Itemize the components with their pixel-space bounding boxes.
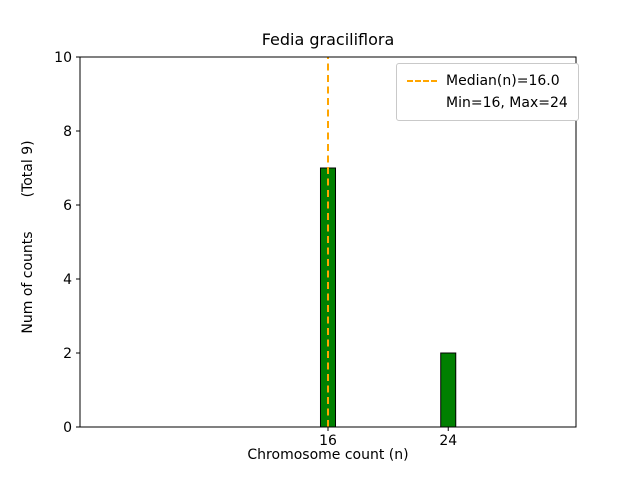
y-tick-label: 10	[54, 50, 72, 66]
x-tick-label: 16	[319, 433, 337, 449]
legend-label-minmax: Min=16, Max=24	[446, 95, 568, 111]
median-line-swatch	[407, 80, 437, 82]
legend-label-median: Median(n)=16.0	[446, 73, 560, 89]
x-axis-label: Chromosome count (n)	[247, 447, 409, 463]
legend-entry-minmax: Min=16, Max=24	[407, 94, 568, 112]
legend: Median(n)=16.0 Min=16, Max=24	[396, 63, 579, 121]
y-tick-label: 0	[63, 420, 72, 436]
y-axis-total-note: (Total 9)	[20, 140, 36, 198]
chart-title: Fedia graciliflora	[261, 30, 395, 49]
y-axis-label: Num of counts (Total 9)	[20, 140, 36, 333]
legend-entry-median: Median(n)=16.0	[407, 72, 568, 90]
y-tick-label: 2	[63, 346, 72, 362]
x-tick-label: 24	[439, 433, 457, 449]
y-tick-label: 6	[63, 198, 72, 214]
legend-swatch-spacer	[407, 102, 437, 104]
y-axis-label-text: Num of counts	[20, 231, 36, 334]
y-tick-label: 4	[63, 272, 72, 288]
bar-24	[440, 352, 457, 428]
y-tick-label: 8	[63, 124, 72, 140]
